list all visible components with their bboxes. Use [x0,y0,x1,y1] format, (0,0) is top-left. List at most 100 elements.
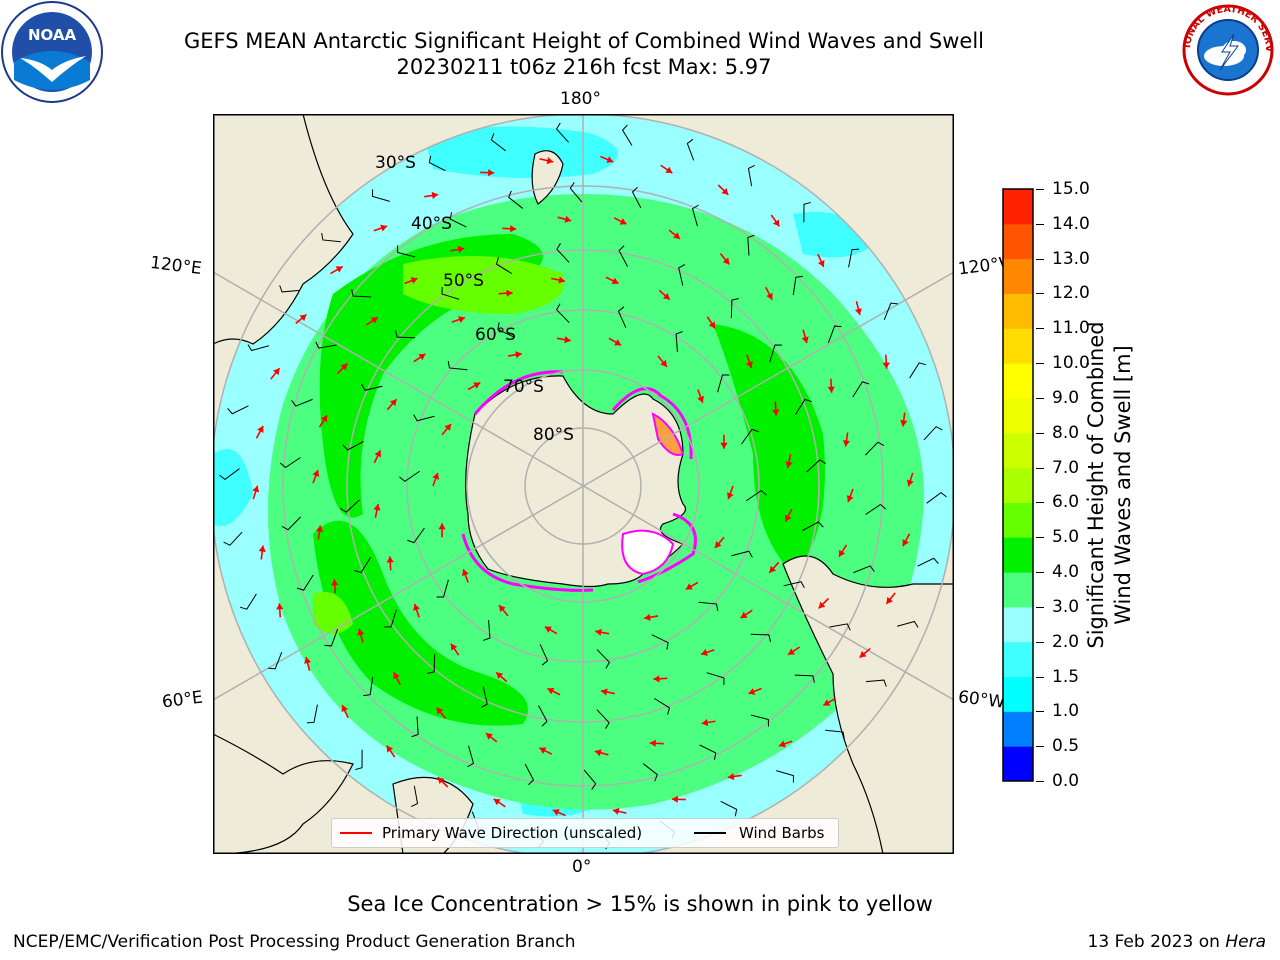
wave-direction-arrow [768,561,780,574]
legend-wave-direction-label: Primary Wave Direction (unscaled) [382,824,643,842]
wind-barb [917,557,939,567]
lat-label-40s: 40°S [411,214,452,234]
colorbar-tick-label: 6.0 [1052,492,1080,513]
wave-direction-arrow [613,217,627,225]
sea-ice-edge [461,370,697,592]
wave-direction-arrow [451,316,466,323]
noaa-logo-text: NOAA [28,26,77,44]
australia-land [213,114,354,345]
wave-direction-arrow [556,336,571,344]
wave-direction-arrow [827,378,835,393]
wind-barb [794,674,815,683]
wave-direction-arrow [373,450,382,464]
wave-direction-arrow [657,355,668,368]
lon-label-60e: 60°E [160,687,204,713]
wave-direction-arrow [644,613,659,621]
wind-barb [247,344,270,352]
colorbar-tick-label: 3.0 [1052,596,1080,617]
colorbar-tick-mark [1036,189,1044,190]
wave-direction-arrow [727,772,742,781]
cyan-patch [423,126,618,178]
colorbar-tick-label: 1.0 [1052,701,1080,722]
wind-barb [296,574,314,591]
wave-direction-arrow [498,289,513,297]
wind-barb [399,470,420,483]
wind-barb [524,763,535,786]
wave-direction-arrow [544,626,558,635]
colorbar-tick-mark [1036,467,1044,469]
wind-barb [281,516,302,531]
wave-direction-arrow [331,579,339,594]
wind-barb [340,499,360,513]
colorbar-swatch [1003,397,1033,434]
lon-label-0: 0° [572,857,592,877]
africa-land [213,733,354,854]
wave-direction-arrow [842,432,851,447]
wave-direction-arrow [770,214,781,227]
colorbar-tick-label: 8.0 [1052,422,1080,443]
colorbar-tick-mark [1036,363,1044,365]
colorbar-tick-label: 15.0 [1052,179,1090,199]
colorbar-tick-label: 1.5 [1052,666,1080,687]
wind-barb [776,770,794,783]
wave-direction-arrow [906,472,914,487]
wave-direction-arrow [539,157,554,165]
wave-direction-arrow [719,253,730,265]
wind-barb [792,275,803,296]
wind-barb [865,679,887,687]
wind-barb [555,122,569,143]
lon-label-120e: 120°E [148,252,203,280]
map-panel: 30°S 40°S 50°S 60°S 70°S 80°S [213,114,954,854]
wave-direction-arrow [817,253,825,268]
wave-direction-arrow [772,401,780,416]
wave-direction-arrow [612,807,627,815]
wind-barb [618,245,628,267]
legend-wave-direction-swatch [340,832,372,834]
wind-barb [621,124,633,146]
wind-barb [883,302,898,321]
wind-barb [384,609,397,628]
colorbar-swatch [1003,293,1033,329]
wave-direction-arrow [318,414,328,428]
wave-direction-arrow [854,301,862,316]
wave-direction-arrow [740,609,753,619]
colorbar-tick-label: 9.0 [1052,387,1080,408]
wind-barb [351,289,372,298]
colorbar-tick-label: 2.0 [1052,631,1080,652]
wind-barb [227,405,249,415]
machine-name: Hera [1225,932,1266,952]
wind-barb [631,186,642,209]
wave-direction-arrow [404,277,418,285]
wind-barb [686,138,695,161]
south-america-land [782,555,954,854]
lat-label-30s: 30°S [375,153,416,173]
wave-direction-arrow [341,704,349,719]
wind-barb [490,133,506,152]
wind-barb [651,634,669,650]
wave-direction-arrow [413,603,420,618]
sea-ice-edge [621,529,675,576]
wind-barb [397,245,416,258]
wind-barb [730,298,739,319]
legend-wind-barb-swatch [694,832,726,834]
wave-direction-arrow [885,592,896,605]
wave-direction-arrow [255,425,264,439]
wind-barb [769,344,782,363]
wave-band-5-6m [313,592,353,634]
wave-direction-arrow [258,545,266,560]
colorbar-tick-mark [1036,502,1044,504]
wind-barb [691,204,699,227]
wind-barb [306,704,318,724]
wave-direction-arrow [900,412,908,427]
wind-barb [355,749,363,771]
wave-direction-arrow [746,354,753,369]
noaa-logo-icon: NOAA [1,1,103,103]
sea-ice-edge [651,412,685,456]
colorbar-tick-mark [1036,606,1044,608]
wind-barb [538,705,548,727]
colorbar-tick-mark [1036,432,1044,434]
wind-barb [853,565,875,574]
wind-barb [802,521,824,531]
colorbar-swatch [1003,641,1033,678]
wave-direction-arrow [357,628,365,643]
